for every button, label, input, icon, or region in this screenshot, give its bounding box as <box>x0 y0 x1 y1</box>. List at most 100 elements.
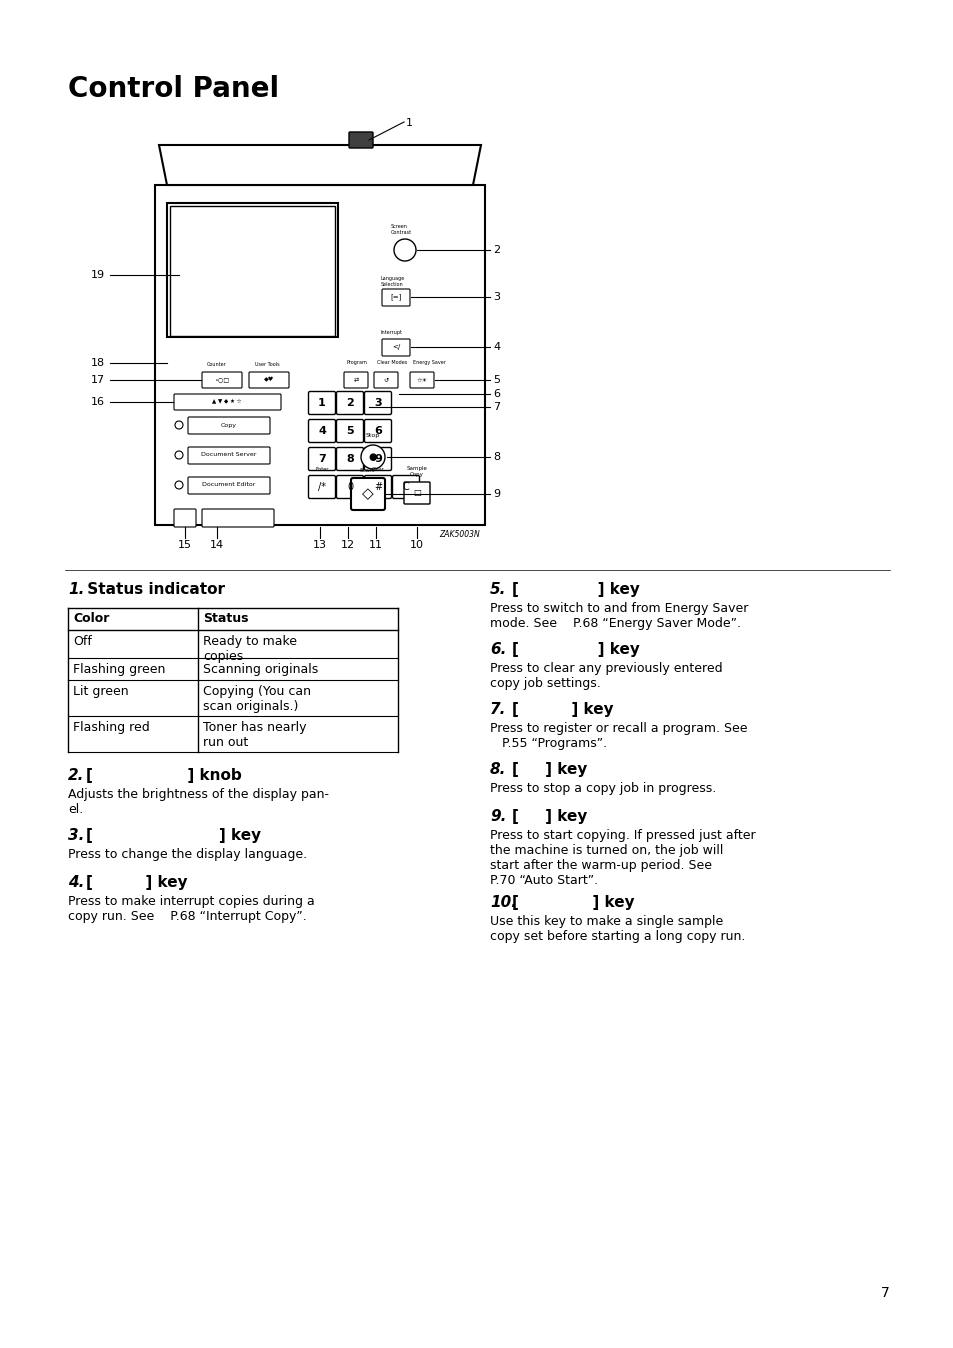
Text: 18: 18 <box>91 359 105 368</box>
Text: 10: 10 <box>410 541 423 550</box>
Text: 3: 3 <box>374 398 381 408</box>
Text: Off: Off <box>73 635 91 648</box>
Text: 5: 5 <box>346 426 354 435</box>
Text: Press to clear any previously entered
copy job settings.: Press to clear any previously entered co… <box>490 662 721 690</box>
Text: 4: 4 <box>493 342 499 352</box>
Text: 2.: 2. <box>68 768 84 783</box>
Text: [               ] key: [ ] key <box>512 582 639 597</box>
FancyBboxPatch shape <box>351 479 385 510</box>
Text: ●: ● <box>369 452 376 462</box>
Text: 6: 6 <box>374 426 381 435</box>
Text: Program: Program <box>347 360 368 365</box>
Circle shape <box>360 445 385 469</box>
Text: [          ] key: [ ] key <box>512 702 613 717</box>
Text: 8: 8 <box>346 454 354 464</box>
Text: [          ] key: [ ] key <box>86 875 188 890</box>
Circle shape <box>174 421 183 429</box>
Text: Status indicator: Status indicator <box>82 582 225 597</box>
Text: 7: 7 <box>493 402 499 412</box>
Bar <box>170 206 335 336</box>
Text: 13: 13 <box>313 541 327 550</box>
Bar <box>154 185 484 524</box>
Text: Press to change the display language.: Press to change the display language. <box>68 848 307 861</box>
Text: Press to switch to and from Energy Saver
mode. See    P.68 “Energy Saver Mode”.: Press to switch to and from Energy Saver… <box>490 603 747 630</box>
Text: Press to make interrupt copies during a
copy run. See    P.68 “Interrupt Copy”.: Press to make interrupt copies during a … <box>68 895 314 923</box>
Text: Lit green: Lit green <box>73 685 129 698</box>
Text: 7.: 7. <box>490 702 506 717</box>
Text: [=]: [=] <box>390 294 401 301</box>
Text: ☆☀: ☆☀ <box>416 377 427 383</box>
Text: Status: Status <box>203 612 248 625</box>
Text: Interrupt: Interrupt <box>380 330 402 336</box>
Text: Toner has nearly
run out: Toner has nearly run out <box>203 721 306 749</box>
FancyBboxPatch shape <box>336 419 363 442</box>
FancyBboxPatch shape <box>188 477 270 493</box>
Text: C: C <box>402 483 409 492</box>
Text: 7: 7 <box>317 454 326 464</box>
FancyBboxPatch shape <box>308 448 335 470</box>
FancyBboxPatch shape <box>344 372 368 388</box>
Text: Press to stop a copy job in progress.: Press to stop a copy job in progress. <box>490 782 716 795</box>
FancyBboxPatch shape <box>381 338 410 356</box>
Text: Ready to make
copies: Ready to make copies <box>203 635 296 663</box>
Text: 5: 5 <box>493 375 499 386</box>
FancyBboxPatch shape <box>364 391 391 414</box>
Text: Start: Start <box>359 468 375 473</box>
Circle shape <box>394 239 416 262</box>
FancyBboxPatch shape <box>308 391 335 414</box>
Text: Flashing green: Flashing green <box>73 663 165 675</box>
Text: </: </ <box>392 344 399 350</box>
Text: [                        ] key: [ ] key <box>86 828 261 842</box>
Text: Counter: Counter <box>207 363 227 367</box>
FancyBboxPatch shape <box>336 448 363 470</box>
Text: #: # <box>374 483 381 492</box>
FancyBboxPatch shape <box>364 419 391 442</box>
Circle shape <box>174 481 183 489</box>
FancyBboxPatch shape <box>410 372 434 388</box>
Text: 7: 7 <box>881 1286 889 1299</box>
Text: 4: 4 <box>317 426 326 435</box>
Text: 1.: 1. <box>68 582 84 597</box>
Text: 1: 1 <box>317 398 326 408</box>
Text: 16: 16 <box>91 398 105 407</box>
Text: 14: 14 <box>210 541 224 550</box>
Text: 8.: 8. <box>490 762 506 776</box>
FancyBboxPatch shape <box>308 419 335 442</box>
Text: Clear: Clear <box>371 466 384 472</box>
Text: Document Editor: Document Editor <box>202 483 255 488</box>
Text: Press to start copying. If pressed just after
the machine is turned on, the job : Press to start copying. If pressed just … <box>490 829 755 887</box>
FancyBboxPatch shape <box>381 288 410 306</box>
Text: [               ] key: [ ] key <box>512 642 639 656</box>
Text: 4.: 4. <box>68 875 84 890</box>
FancyBboxPatch shape <box>202 372 242 388</box>
Text: 12: 12 <box>340 541 355 550</box>
Text: Press to register or recall a program. See
   P.55 “Programs”.: Press to register or recall a program. S… <box>490 723 747 749</box>
Text: ◇: ◇ <box>362 487 374 501</box>
Text: Flashing red: Flashing red <box>73 721 150 735</box>
Text: Language
Selection: Language Selection <box>380 276 405 287</box>
Text: Document Server: Document Server <box>201 453 256 457</box>
Text: Scanning originals: Scanning originals <box>203 663 318 675</box>
FancyBboxPatch shape <box>374 372 397 388</box>
Text: /*: /* <box>317 483 326 492</box>
Text: Energy Saver: Energy Saver <box>413 360 445 365</box>
Text: ⋆○□: ⋆○□ <box>214 377 230 383</box>
Text: ▲ ▼ ◆ ★ ☆: ▲ ▼ ◆ ★ ☆ <box>212 399 241 404</box>
Text: Screen
Contrast: Screen Contrast <box>391 224 412 235</box>
Text: Control Panel: Control Panel <box>68 75 279 102</box>
Text: 3.: 3. <box>68 828 84 842</box>
FancyBboxPatch shape <box>336 476 363 499</box>
FancyBboxPatch shape <box>188 448 270 464</box>
Text: Copying (You can
scan originals.): Copying (You can scan originals.) <box>203 685 311 713</box>
Text: [              ] key: [ ] key <box>512 895 634 910</box>
Text: 6: 6 <box>493 390 499 399</box>
FancyBboxPatch shape <box>392 476 419 499</box>
Text: 17: 17 <box>91 375 105 386</box>
Polygon shape <box>159 146 480 185</box>
Text: Enter: Enter <box>315 466 329 472</box>
Text: [                  ] knob: [ ] knob <box>86 768 241 783</box>
FancyBboxPatch shape <box>173 510 195 527</box>
Text: □: □ <box>413 488 420 497</box>
Text: 9: 9 <box>374 454 381 464</box>
FancyBboxPatch shape <box>308 476 335 499</box>
